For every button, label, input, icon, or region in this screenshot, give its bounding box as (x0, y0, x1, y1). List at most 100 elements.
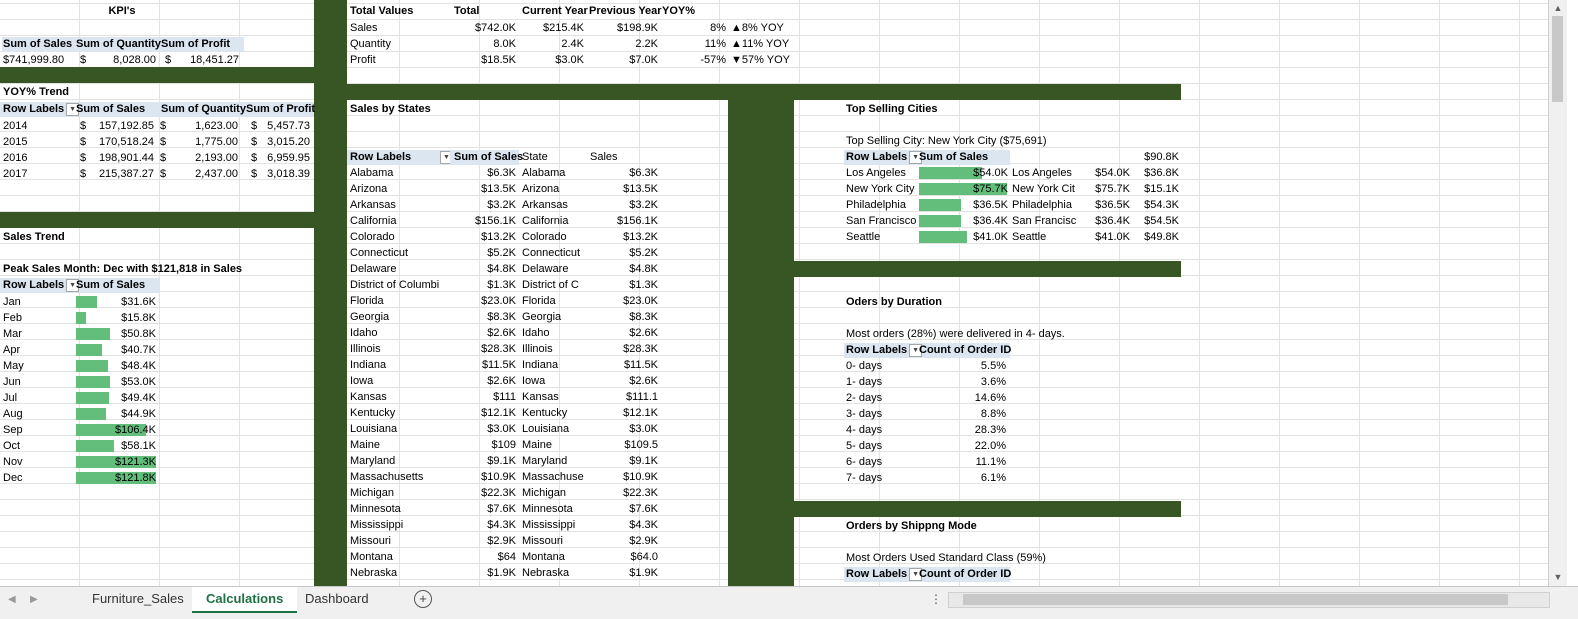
tab-calculations[interactable]: Calculations (192, 587, 298, 613)
state-sales-2[interactable]: $10.9K (623, 471, 658, 483)
tv-indicator[interactable]: ▼57% YOY (731, 54, 790, 66)
scroll-up-icon[interactable]: ▲ (1553, 3, 1563, 13)
state-sales-2[interactable]: $13.2K (623, 231, 658, 243)
state-sales[interactable]: $12.1K (481, 407, 516, 419)
duration-value[interactable]: 8.8% (980, 408, 1006, 420)
duration-label[interactable]: 0- days (846, 360, 883, 372)
state-name[interactable]: Minnesota (350, 503, 401, 515)
state-sales[interactable]: $4.3K (487, 519, 516, 531)
state-sales-2[interactable]: $7.6K (629, 503, 658, 515)
city-sales-2[interactable]: $41.0K (1095, 231, 1130, 243)
city-sales-3[interactable]: $15.1K (1144, 183, 1179, 195)
tv-label[interactable]: Profit (350, 54, 376, 66)
state-sales-2[interactable]: $23.0K (623, 295, 658, 307)
yoy-sales[interactable]: 215,387.27 (98, 168, 154, 180)
state-sales-2[interactable]: $2.6K (629, 375, 658, 387)
month-sales[interactable]: $40.7K (121, 344, 156, 356)
city-name[interactable]: Los Angeles (846, 167, 906, 179)
tab-scroll-left-icon[interactable]: ◀ (8, 594, 16, 605)
state-name[interactable]: California (350, 215, 397, 227)
state-sales-2[interactable]: $64.0 (630, 551, 658, 563)
duration-label[interactable]: 6- days (846, 456, 883, 468)
state-name-2[interactable]: Nebraska (522, 567, 570, 579)
month-sales[interactable]: $53.0K (121, 376, 156, 388)
yoy-qty[interactable]: 2,437.00 (195, 168, 238, 180)
city-sales-2[interactable]: $54.0K (1095, 167, 1130, 179)
state-sales-2[interactable]: $4.3K (629, 519, 658, 531)
duration-value[interactable]: 5.5% (980, 360, 1006, 372)
state-name-2[interactable]: Iowa (522, 375, 546, 387)
duration-value[interactable]: 22.0% (974, 440, 1006, 452)
worksheet-grid[interactable]: KPI's Sum of Sales Sum of Quantity Sum o… (0, 0, 1548, 586)
state-name[interactable]: Kansas (350, 391, 387, 403)
state-name[interactable]: Iowa (350, 375, 374, 387)
city-name-2[interactable]: Seattle (1012, 231, 1047, 243)
state-sales[interactable]: $23.0K (481, 295, 516, 307)
state-sales[interactable]: $7.6K (487, 503, 516, 515)
month-label[interactable]: Feb (3, 312, 22, 324)
duration-label[interactable]: 5- days (846, 440, 883, 452)
state-sales[interactable]: $9.1K (487, 455, 516, 467)
tv-yoy[interactable]: -57% (700, 54, 726, 66)
state-name-2[interactable]: Michigan (522, 487, 567, 499)
tab-furniture-sales[interactable]: Furniture_Sales (92, 591, 184, 606)
yoy-profit[interactable]: 3,018.39 (267, 168, 310, 180)
state-name[interactable]: Georgia (350, 311, 390, 323)
tv-cy[interactable]: $215.4K (543, 22, 584, 34)
state-sales[interactable]: $22.3K (481, 487, 516, 499)
chevron-down-icon[interactable]: ▼ (66, 102, 80, 116)
month-label[interactable]: Jan (3, 296, 21, 308)
month-label[interactable]: Dec (3, 472, 23, 484)
tv-indicator[interactable]: ▲8% YOY (731, 22, 784, 34)
city-name[interactable]: Seattle (846, 231, 881, 243)
state-name-2[interactable]: Connecticut (522, 247, 581, 259)
state-sales-2[interactable]: $12.1K (623, 407, 658, 419)
state-name[interactable]: Arizona (350, 183, 388, 195)
state-sales[interactable]: $10.9K (481, 471, 516, 483)
state-sales[interactable]: $3.0K (487, 423, 516, 435)
city-sales-3[interactable]: $49.8K (1144, 231, 1179, 243)
city-name-2[interactable]: Los Angeles (1012, 167, 1072, 179)
state-sales-2[interactable]: $4.8K (629, 263, 658, 275)
month-sales[interactable]: $44.9K (121, 408, 156, 420)
month-label[interactable]: Aug (3, 408, 23, 420)
state-name[interactable]: Kentucky (350, 407, 396, 419)
yoy-header-labels[interactable]: Row Labels ▼ (3, 102, 80, 117)
shipping-header-labels[interactable]: Row Labels ▼ (846, 567, 923, 582)
state-name-2[interactable]: California (522, 215, 569, 227)
state-sales[interactable]: $2.6K (487, 327, 516, 339)
vertical-scroll-thumb[interactable] (1552, 16, 1563, 102)
month-sales[interactable]: $121.3K (115, 456, 156, 468)
state-sales-2[interactable]: $3.2K (629, 199, 658, 211)
state-sales-2[interactable]: $22.3K (623, 487, 658, 499)
tv-label[interactable]: Sales (350, 22, 378, 34)
state-name-2[interactable]: Kentucky (522, 407, 568, 419)
state-sales-2[interactable]: $28.3K (623, 343, 658, 355)
kpi-sales-value[interactable]: $741,999.80 (3, 54, 65, 66)
duration-label[interactable]: 2- days (846, 392, 883, 404)
scroll-down-icon[interactable]: ▼ (1553, 572, 1563, 582)
yoy-sales[interactable]: 170,518.24 (98, 136, 154, 148)
state-name[interactable]: Idaho (350, 327, 378, 339)
state-sales-2[interactable]: $1.9K (629, 567, 658, 579)
chevron-down-icon[interactable]: ▼ (909, 343, 923, 357)
state-sales[interactable]: $3.2K (487, 199, 516, 211)
state-name[interactable]: Colorado (350, 231, 395, 243)
month-label[interactable]: Mar (3, 328, 22, 340)
city-name-2[interactable]: San Francisc (1012, 215, 1077, 227)
state-sales[interactable]: $64 (497, 551, 516, 563)
state-sales-2[interactable]: $3.0K (629, 423, 658, 435)
state-sales[interactable]: $5.2K (487, 247, 516, 259)
state-sales[interactable]: $109 (491, 439, 516, 451)
state-name[interactable]: Missouri (350, 535, 391, 547)
state-name[interactable]: Florida (350, 295, 384, 307)
duration-label[interactable]: 3- days (846, 408, 883, 420)
state-sales[interactable]: $6.3K (487, 167, 516, 179)
city-sales-2[interactable]: $36.4K (1095, 215, 1130, 227)
duration-value[interactable]: 14.6% (974, 392, 1006, 404)
yoy-profit[interactable]: 6,959.95 (267, 152, 310, 164)
yoy-qty[interactable]: 1,775.00 (195, 136, 238, 148)
state-name[interactable]: Maine (350, 439, 380, 451)
state-sales[interactable]: $1.9K (487, 567, 516, 579)
horizontal-scrollbar[interactable] (948, 592, 1550, 608)
